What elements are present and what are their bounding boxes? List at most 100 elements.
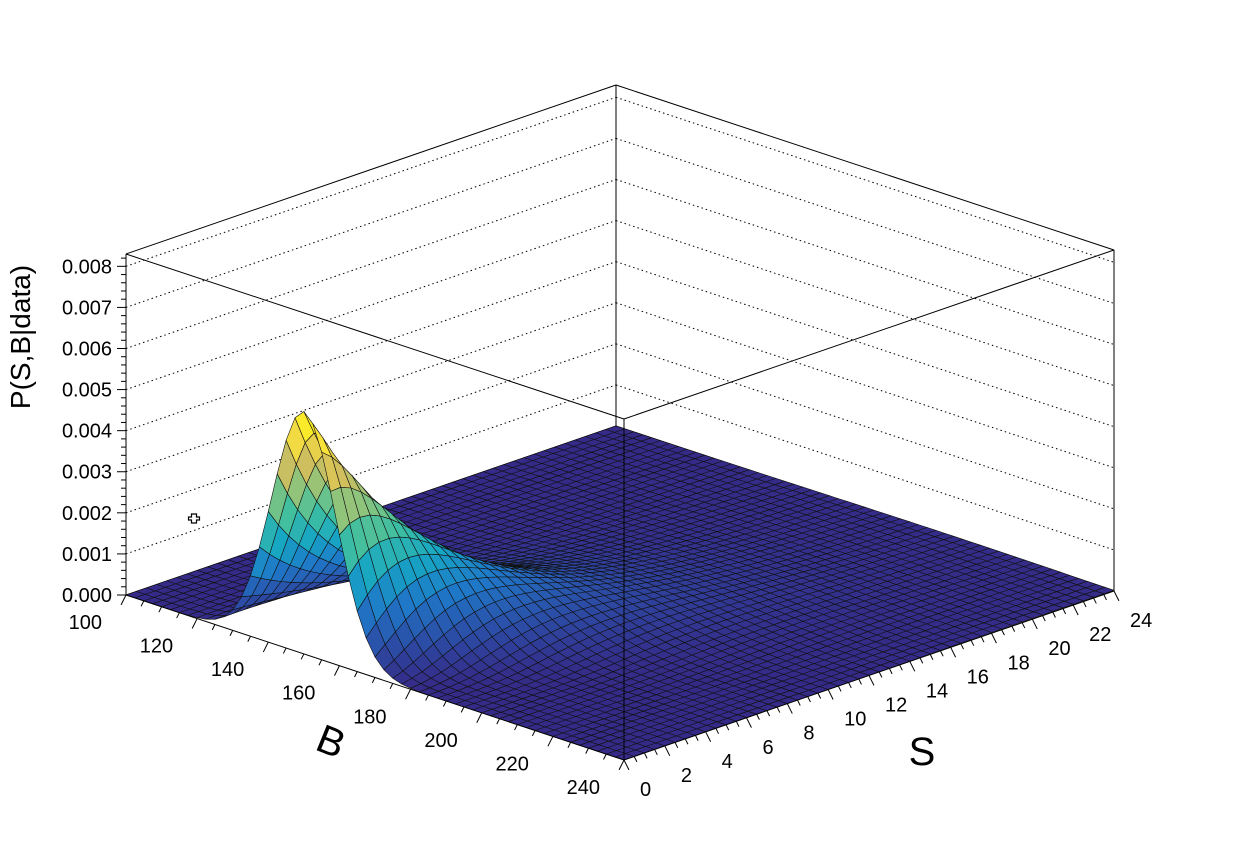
- b-minor-tick: [585, 747, 589, 754]
- gridline-right-wall: [615, 343, 1115, 510]
- s-minor-tick: [807, 696, 811, 703]
- gridline-left-wall: [125, 96, 617, 267]
- s-minor-tick: [858, 678, 862, 685]
- s-minor-tick: [837, 685, 842, 692]
- b-minor-tick: [460, 706, 465, 713]
- b-minor-tick: [211, 624, 216, 631]
- s-minor-tick: [919, 657, 924, 664]
- s-tick-label: 12: [885, 695, 907, 717]
- s-minor-tick: [848, 682, 852, 689]
- s-major-tick: [868, 675, 875, 686]
- gridline-left-wall: [125, 220, 617, 391]
- s-minor-tick: [674, 742, 679, 749]
- s-minor-tick: [878, 671, 883, 678]
- b-minor-tick: [282, 647, 287, 654]
- b-minor-tick: [567, 742, 572, 748]
- s-major-tick: [746, 717, 752, 728]
- gridline-left-wall: [125, 302, 617, 473]
- s-major-tick: [664, 745, 671, 757]
- gridline-right-wall: [615, 384, 1115, 551]
- s-tick-label: 20: [1048, 638, 1070, 660]
- s-minor-tick: [756, 714, 760, 720]
- s-minor-tick: [654, 749, 658, 756]
- s-minor-tick: [970, 640, 975, 646]
- s-minor-tick: [1021, 622, 1026, 629]
- frame-diagonal-left: [125, 253, 625, 420]
- s-minor-tick: [1093, 597, 1097, 604]
- b-tick-label: 180: [353, 706, 386, 728]
- s-major-tick: [991, 633, 997, 644]
- b-minor-tick: [318, 659, 323, 666]
- s-major-tick: [623, 759, 630, 771]
- b-minor-tick: [442, 700, 447, 707]
- b-tick-label: 200: [424, 730, 457, 752]
- s-major-tick: [1031, 618, 1038, 630]
- z-tick-label: 0.006: [62, 338, 112, 360]
- s-minor-tick: [725, 724, 730, 731]
- s-minor-tick: [643, 752, 648, 759]
- gridline-left-wall: [125, 137, 617, 308]
- b-axis-title: B: [310, 717, 351, 768]
- z-gridlines: [125, 96, 1115, 555]
- s-tick-label: 24: [1130, 610, 1152, 632]
- s-major-tick: [909, 661, 916, 672]
- s-minor-tick: [1062, 608, 1067, 615]
- b-minor-tick: [247, 636, 251, 642]
- frame-top-right-edge: [615, 84, 1115, 251]
- b-minor-tick: [229, 630, 234, 636]
- s-tick-label: 6: [763, 737, 774, 759]
- s-major-tick: [1072, 604, 1079, 616]
- b-major-tick: [262, 641, 269, 653]
- b-major-tick: [405, 689, 412, 700]
- z-axis-ticks: 0.000 0.001 0.002 0.003 0.004 0.005 0.006 0.007…: [62, 256, 126, 607]
- gridline-left-wall: [125, 384, 617, 555]
- b-major-tick: [191, 618, 198, 629]
- s-minor-tick: [633, 756, 638, 763]
- s-minor-tick: [776, 706, 781, 713]
- s-minor-tick: [1042, 615, 1046, 622]
- s-minor-tick: [899, 664, 903, 671]
- s-minor-tick: [960, 643, 965, 650]
- gridline-right-wall: [615, 96, 1115, 263]
- b-minor-tick: [514, 724, 518, 731]
- gridline-right-wall: [615, 261, 1115, 428]
- gridline-right-wall: [615, 302, 1115, 469]
- s-minor-tick: [1001, 629, 1005, 636]
- s-tick-label: 22: [1089, 624, 1111, 646]
- s-minor-tick: [766, 710, 771, 717]
- z-tick-label: 0.003: [62, 462, 112, 484]
- b-minor-tick: [140, 600, 145, 607]
- b-minor-tick: [496, 718, 500, 725]
- s-major-tick: [950, 647, 957, 658]
- s-tick-label: 4: [722, 751, 733, 773]
- marker-cross-icon: [187, 513, 201, 524]
- b-minor-tick: [354, 671, 358, 678]
- b-minor-tick: [158, 606, 163, 613]
- b-tick-label: 140: [211, 659, 244, 681]
- b-major-tick: [618, 759, 625, 771]
- s-minor-tick: [684, 738, 689, 745]
- b-minor-tick: [531, 730, 536, 737]
- gridline-left-wall: [125, 343, 617, 514]
- z-tick-label: 0.007: [62, 297, 112, 319]
- b-minor-tick: [371, 677, 376, 684]
- b-tick-label: 240: [567, 777, 600, 799]
- b-minor-tick: [176, 612, 180, 619]
- gridline-right-wall: [615, 179, 1115, 345]
- b-major-tick: [547, 736, 554, 747]
- s-tick-label: 2: [681, 765, 692, 787]
- s-minor-tick: [797, 699, 801, 706]
- s-axis-title: S: [909, 730, 936, 774]
- b-major-tick: [120, 594, 127, 606]
- b-axis-ticks: 100 120 140 160 180 200 220 240: [69, 594, 625, 799]
- b-tick-label: 120: [140, 636, 173, 658]
- s-minor-tick: [1011, 625, 1016, 632]
- s-major-tick: [705, 731, 712, 742]
- s-minor-tick: [1103, 594, 1107, 601]
- b-tick-label: 100: [69, 612, 102, 634]
- b-tick-label: 160: [282, 683, 315, 705]
- s-minor-tick: [888, 668, 893, 675]
- gridline-left-wall: [125, 179, 617, 349]
